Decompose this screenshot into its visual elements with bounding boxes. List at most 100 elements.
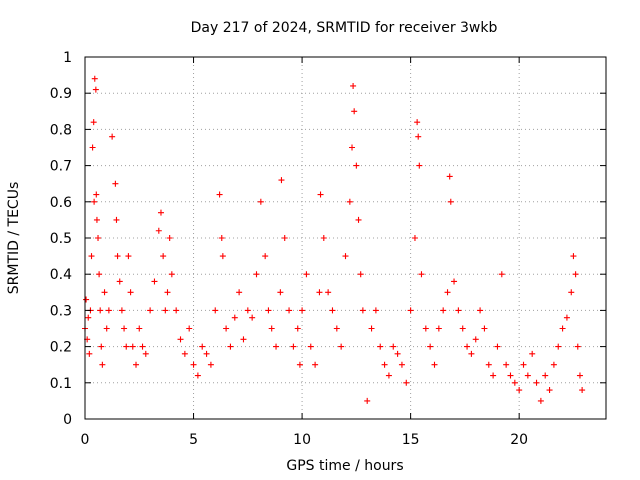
data-point [542, 372, 549, 379]
data-point [572, 271, 579, 278]
data-point [151, 278, 158, 285]
x-tick-label: 15 [402, 432, 420, 448]
data-point [99, 361, 106, 368]
data-point [455, 307, 462, 314]
data-point [403, 379, 410, 386]
data-point [207, 361, 214, 368]
y-tick-label: 0.6 [50, 195, 72, 211]
data-point [105, 307, 112, 314]
data-point [533, 379, 540, 386]
data-point [166, 235, 173, 241]
data-point [307, 343, 314, 350]
data-point [368, 325, 375, 332]
data-point [164, 289, 171, 296]
y-tick-label: 0.8 [50, 122, 72, 138]
data-point [147, 307, 154, 314]
data-point [199, 343, 206, 350]
data-point [89, 144, 96, 151]
data-point [568, 289, 575, 296]
data-point [385, 372, 392, 379]
data-point [173, 307, 180, 314]
data-point [524, 372, 531, 379]
data-point [342, 253, 349, 260]
data-point [262, 253, 269, 260]
data-point [312, 361, 319, 368]
data-point [253, 271, 260, 278]
data-point [418, 271, 425, 278]
data-point [101, 289, 108, 296]
y-tick-label: 0.1 [50, 376, 72, 392]
y-tick-label: 0 [63, 412, 72, 428]
grid-lines [85, 57, 606, 419]
data-point [511, 379, 518, 386]
data-point [244, 307, 251, 314]
y-tick-label: 0.3 [50, 303, 72, 319]
data-point [168, 271, 175, 278]
data-point [296, 361, 303, 368]
data-point [155, 227, 162, 234]
data-point [320, 235, 327, 241]
data-point [431, 361, 438, 368]
data-point [86, 350, 93, 357]
data-point [303, 271, 310, 278]
data-point [96, 271, 103, 278]
data-point [416, 162, 423, 169]
data-point [435, 325, 442, 332]
data-point [92, 86, 99, 93]
y-tick-label: 0.7 [50, 159, 72, 175]
data-point [338, 343, 345, 350]
data-point [415, 133, 422, 140]
data-point [411, 235, 418, 241]
data-point [329, 307, 336, 314]
data-point [346, 198, 353, 205]
x-tick-label: 20 [510, 432, 528, 448]
data-point [273, 343, 280, 350]
data-point [103, 325, 110, 332]
data-point [459, 325, 466, 332]
data-points [82, 75, 586, 404]
x-tick-label: 0 [81, 432, 90, 448]
data-point [576, 372, 583, 379]
y-axis-label: SRMTID / TECUs [6, 182, 22, 295]
data-point [350, 82, 357, 89]
data-point [157, 209, 164, 216]
data-point [574, 343, 581, 350]
data-point [579, 387, 586, 394]
data-point [240, 336, 247, 343]
data-point [390, 343, 397, 350]
data-point [357, 271, 364, 278]
data-point [520, 361, 527, 368]
data-point [559, 325, 566, 332]
data-point [464, 343, 471, 350]
data-point [485, 361, 492, 368]
data-point [88, 253, 95, 260]
data-point [83, 296, 90, 303]
data-point [299, 307, 306, 314]
data-point [194, 372, 201, 379]
data-point [381, 361, 388, 368]
data-point [116, 278, 123, 285]
data-point [142, 350, 149, 357]
data-point [265, 307, 272, 314]
data-point [93, 191, 100, 198]
data-point [136, 325, 143, 332]
data-point [139, 343, 146, 350]
data-point [570, 253, 577, 260]
y-tick-label: 0.4 [50, 267, 72, 283]
data-point [555, 343, 562, 350]
data-point [277, 289, 284, 296]
data-point [440, 307, 447, 314]
data-point [236, 289, 243, 296]
data-point [294, 325, 301, 332]
data-point [414, 119, 421, 126]
data-point [333, 325, 340, 332]
data-point [286, 307, 293, 314]
data-point [257, 198, 264, 205]
data-point [444, 289, 451, 296]
x-tick-label: 5 [189, 432, 198, 448]
data-point [90, 119, 97, 126]
data-point [278, 177, 285, 184]
data-point [97, 307, 104, 314]
data-point [123, 343, 130, 350]
